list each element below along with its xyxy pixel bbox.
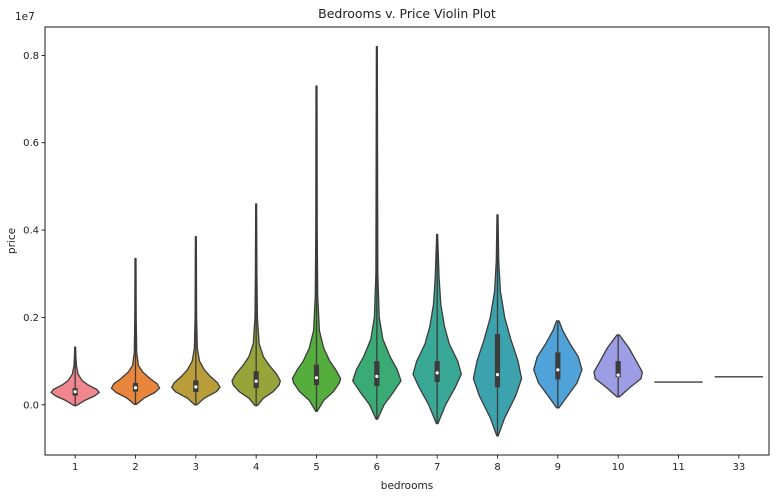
violin-median-5 — [314, 376, 319, 380]
violin-8 — [472, 214, 523, 437]
x-tick-label-5: 5 — [313, 462, 319, 473]
violin-median-8 — [495, 373, 500, 377]
violin-box-5 — [313, 364, 320, 386]
x-tick-label-6: 6 — [374, 462, 380, 473]
violin-10 — [593, 334, 643, 398]
x-tick-label-7: 7 — [434, 462, 440, 473]
violin-box-9 — [555, 352, 561, 380]
x-tick-label-3: 3 — [193, 462, 199, 473]
violin-median-4 — [254, 379, 258, 383]
x-tick-label-1: 1 — [72, 462, 78, 473]
violin-9 — [533, 320, 583, 409]
violin-median-7 — [435, 371, 439, 375]
violin-median-3 — [194, 385, 198, 389]
x-tick-label-2: 2 — [132, 462, 138, 473]
violin-5 — [291, 85, 342, 412]
x-axis-label: bedrooms — [381, 480, 433, 492]
x-tick-label-10: 10 — [612, 462, 625, 473]
x-tick-label-11: 11 — [672, 462, 685, 473]
y-axis-ticks: 0.0 0.2 0.4 0.6 0.8 — [23, 51, 45, 411]
violin-median-6 — [375, 374, 379, 378]
violin-box-8 — [494, 334, 501, 388]
chart-title: Bedrooms v. Price Violin Plot — [318, 6, 496, 21]
x-tick-label-9: 9 — [555, 462, 561, 473]
y-tick-label-4: 0.8 — [23, 51, 39, 62]
violin-median-2 — [133, 386, 138, 390]
y-tick-label-3: 0.6 — [23, 138, 39, 149]
y-axis-offset-label: 1e7 — [15, 11, 35, 23]
violin-7 — [412, 233, 462, 425]
violin-6 — [352, 46, 402, 420]
x-axis-ticks: 1 2 3 4 5 6 7 8 9 10 11 33 — [72, 455, 745, 473]
violin-median-10 — [616, 373, 620, 377]
violin-box-6 — [374, 361, 380, 386]
y-tick-label-1: 0.2 — [23, 313, 39, 324]
violin-median-9 — [556, 368, 560, 372]
violin-1 — [50, 346, 100, 407]
violin-4 — [231, 203, 281, 407]
x-tick-label-4: 4 — [253, 462, 259, 473]
y-axis-label: price — [6, 228, 18, 254]
violin-2 — [110, 257, 161, 405]
x-tick-label-33: 33 — [732, 462, 745, 473]
violin-box-10 — [615, 361, 621, 378]
violin-3 — [171, 235, 221, 406]
y-tick-label-2: 0.4 — [23, 226, 39, 237]
y-tick-label-0: 0.0 — [23, 400, 39, 411]
plot-frame — [44, 26, 770, 456]
violin-median-1 — [73, 390, 77, 394]
violins-layer — [50, 46, 763, 437]
x-tick-label-8: 8 — [494, 462, 500, 473]
